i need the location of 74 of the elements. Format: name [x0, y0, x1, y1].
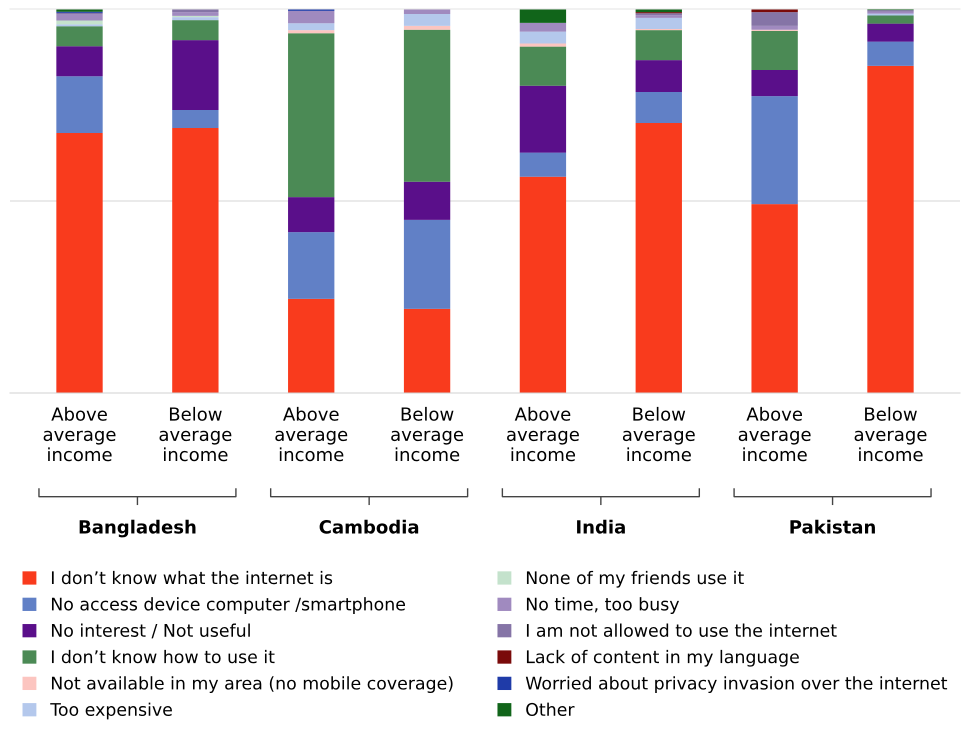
- bar: [404, 220, 450, 309]
- bar: [636, 92, 682, 124]
- bar: [867, 66, 914, 393]
- bar: [172, 40, 219, 110]
- bar: [520, 9, 566, 23]
- bar: [404, 26, 450, 30]
- bar: [288, 23, 334, 30]
- legend-label: Lack of content in my language: [526, 650, 799, 667]
- text: India: [577, 520, 625, 534]
- x-tick-label: Above average income: [738, 406, 811, 462]
- bar: [636, 18, 682, 29]
- bar: [751, 96, 798, 204]
- bar: [288, 232, 334, 299]
- bar: [520, 176, 566, 393]
- bar: [288, 298, 334, 393]
- bar: [520, 152, 566, 177]
- bar: [172, 17, 219, 20]
- bar: [404, 182, 450, 220]
- legend-label: Worried about privacy invasion over the internet: [526, 676, 948, 694]
- bar: [751, 26, 798, 30]
- x-tick-label: Above average income: [275, 406, 348, 462]
- legend-label: No time, too busy: [526, 597, 680, 614]
- bar: [751, 70, 798, 96]
- legend-label: Too expensive: [50, 702, 172, 720]
- bar: [404, 14, 450, 26]
- bar: [172, 128, 219, 393]
- bar: [520, 32, 566, 44]
- bar: [56, 133, 103, 393]
- legend-label: Not available in my area (no mobile coverage): [52, 676, 453, 694]
- bar: [751, 30, 798, 70]
- text: Pakistan: [790, 520, 875, 534]
- text: Bangladesh: [80, 520, 196, 538]
- legend-label: Other: [526, 702, 575, 716]
- x-tick-label: Below average income: [159, 406, 232, 462]
- bar: [288, 197, 334, 232]
- bar: [56, 14, 103, 21]
- bar: [636, 15, 682, 18]
- bar: [520, 44, 566, 47]
- legend-label: I don’t know how to use it: [52, 650, 275, 664]
- legend-label: No access device computer /smartphone: [52, 597, 406, 614]
- bar: [288, 10, 334, 24]
- bar: [288, 30, 334, 34]
- bar: [867, 24, 914, 42]
- bar: [520, 46, 566, 86]
- legend-label: I am not allowed to use the internet: [526, 624, 837, 637]
- bar: [636, 123, 682, 393]
- text: Cambodia: [320, 520, 418, 534]
- bar: [520, 86, 566, 153]
- bar: [172, 110, 219, 128]
- bar: [56, 20, 103, 24]
- bar: [636, 60, 682, 92]
- bar: [636, 30, 682, 60]
- bar: [172, 20, 219, 40]
- bar: [404, 308, 450, 393]
- bar: [867, 16, 914, 24]
- bar: [404, 9, 450, 14]
- bar: [751, 12, 798, 26]
- bar: [288, 33, 334, 198]
- bar: [404, 30, 450, 182]
- legend-label: I don’t know what the internet is: [52, 570, 332, 584]
- x-tick-label: Below average income: [391, 406, 464, 462]
- bar: [56, 26, 103, 46]
- bar: [867, 42, 914, 66]
- x-tick-label: Below average income: [622, 406, 695, 462]
- legend-label: No interest / Not useful: [52, 624, 250, 638]
- bar: [56, 46, 103, 76]
- x-tick-label: Below average income: [854, 406, 926, 462]
- bar: [520, 22, 566, 32]
- x-tick-label: Above average income: [507, 406, 579, 462]
- legend-label: None of my friends use it: [526, 570, 744, 588]
- bar: [56, 76, 103, 134]
- bar: [172, 12, 219, 16]
- bar: [751, 204, 798, 393]
- x-tick-label: Above average income: [44, 406, 116, 462]
